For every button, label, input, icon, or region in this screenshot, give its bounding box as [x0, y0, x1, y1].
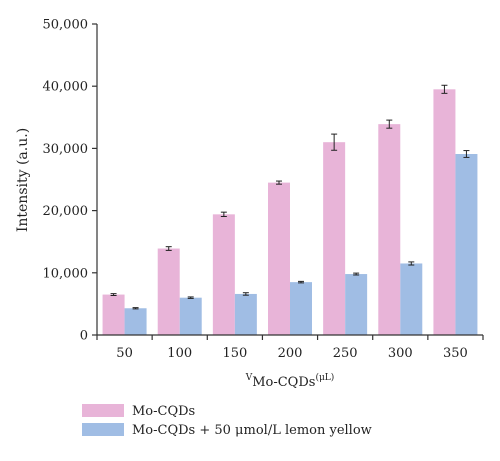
x-axis-label-unit: (μL)	[315, 372, 334, 383]
bar-series-2	[234, 293, 257, 335]
bar-series-2	[400, 263, 423, 335]
x-tick-label: 150	[222, 346, 247, 361]
bar-series-1	[268, 182, 290, 335]
x-tick-label: 250	[333, 346, 358, 361]
y-axis-label: Intensity (a.u.)	[15, 128, 31, 232]
x-tick-label: 100	[167, 346, 192, 361]
x-tick-label: 300	[388, 346, 413, 361]
bar-series-2	[345, 274, 368, 335]
y-tick-label: 10,000	[43, 266, 89, 281]
y-tick-label: 20,000	[43, 204, 89, 219]
bar-series-2	[455, 153, 478, 335]
bar-series-1	[212, 214, 235, 335]
legend-label-series-2: Mo-CQDs + 50 μmol/L lemon yellow	[132, 423, 372, 438]
y-tick-label: 40,000	[43, 80, 89, 95]
bar-series-1	[102, 294, 125, 335]
legend-swatch-series-1	[82, 404, 124, 417]
bar-series-1	[378, 124, 401, 335]
y-tick-label: 0	[80, 329, 88, 344]
x-axis-label-prefix: V	[245, 373, 253, 383]
legend-label-series-1: Mo-CQDs	[132, 404, 195, 419]
bar-series-1	[433, 89, 456, 335]
bar-series-2	[179, 297, 202, 335]
x-axis-label-main: Mo-CQDs	[252, 375, 315, 390]
legend: Mo-CQDs Mo-CQDs + 50 μmol/L lemon yellow	[82, 404, 372, 438]
legend-swatch-series-2	[82, 423, 124, 436]
x-tick-label: 350	[443, 346, 468, 361]
y-tick-label: 50,000	[43, 18, 89, 33]
y-tick-label: 30,000	[43, 142, 89, 157]
x-axis-label: VMo-CQDs(μL)	[245, 372, 335, 390]
bar-series-1	[323, 142, 346, 335]
bar-series-2	[290, 282, 312, 335]
bar-series-2	[124, 308, 147, 335]
x-tick-label: 200	[278, 346, 303, 361]
x-tick-label: 50	[116, 346, 133, 361]
bar-series-1	[157, 248, 180, 335]
